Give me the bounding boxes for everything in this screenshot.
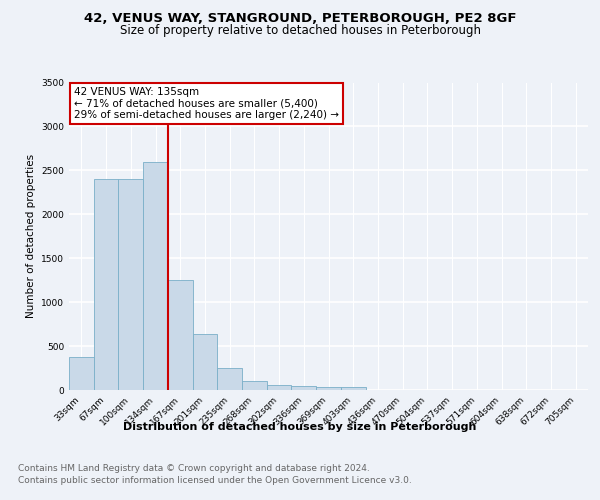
Bar bbox=[341, 388, 365, 390]
Bar bbox=[242, 381, 267, 390]
Text: 42 VENUS WAY: 135sqm
← 71% of detached houses are smaller (5,400)
29% of semi-de: 42 VENUS WAY: 135sqm ← 71% of detached h… bbox=[74, 87, 339, 120]
Bar bbox=[69, 356, 94, 390]
Bar bbox=[217, 368, 242, 390]
Text: Contains HM Land Registry data © Crown copyright and database right 2024.: Contains HM Land Registry data © Crown c… bbox=[18, 464, 370, 473]
Text: Distribution of detached houses by size in Peterborough: Distribution of detached houses by size … bbox=[124, 422, 476, 432]
Bar bbox=[143, 162, 168, 390]
Bar bbox=[94, 179, 118, 390]
Text: Contains public sector information licensed under the Open Government Licence v3: Contains public sector information licen… bbox=[18, 476, 412, 485]
Text: Size of property relative to detached houses in Peterborough: Size of property relative to detached ho… bbox=[119, 24, 481, 37]
Y-axis label: Number of detached properties: Number of detached properties bbox=[26, 154, 35, 318]
Bar bbox=[193, 334, 217, 390]
Bar bbox=[316, 388, 341, 390]
Text: 42, VENUS WAY, STANGROUND, PETERBOROUGH, PE2 8GF: 42, VENUS WAY, STANGROUND, PETERBOROUGH,… bbox=[84, 12, 516, 26]
Bar bbox=[292, 386, 316, 390]
Bar bbox=[168, 280, 193, 390]
Bar bbox=[267, 384, 292, 390]
Bar bbox=[118, 179, 143, 390]
